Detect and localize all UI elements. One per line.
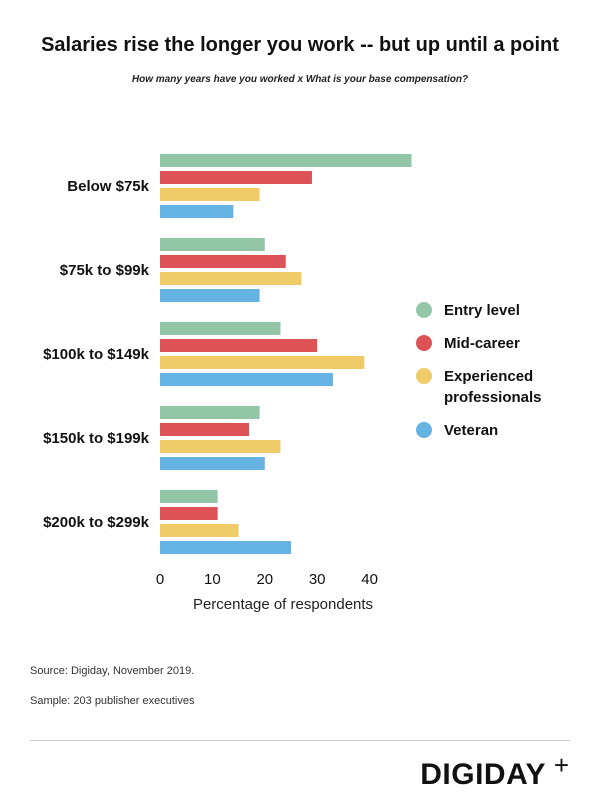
sample-note: Sample: 203 publisher executives xyxy=(30,695,195,707)
legend-label: Entry level xyxy=(444,302,520,319)
bar-2-2 xyxy=(160,255,286,268)
bar-5-2 xyxy=(160,507,218,520)
legend-label: Mid-career xyxy=(444,335,520,352)
legend-item: Entry level xyxy=(416,300,596,321)
legend-swatch xyxy=(416,335,432,351)
bar-5-1 xyxy=(160,490,218,503)
bar-chart: Below $75k $75k to $99k $100k to $149k $150… xyxy=(43,154,412,613)
chart-subtitle: How many years have you worked x What is… xyxy=(131,74,469,85)
bar-2-4 xyxy=(160,289,260,302)
bar-1-3 xyxy=(160,188,260,201)
source-note: Source: Digiday, November 2019. xyxy=(30,665,195,677)
bar-3-4 xyxy=(160,373,333,386)
x-tick-label: 40 xyxy=(361,571,378,588)
bar-4-4 xyxy=(160,457,265,470)
category-label: $75k to $99k xyxy=(60,262,150,279)
bar-3-2 xyxy=(160,339,318,352)
x-tick-label: 30 xyxy=(309,571,326,588)
digiday-plus-mark: + xyxy=(553,750,569,780)
category-label: $100k to $149k xyxy=(43,346,150,363)
bar-3-3 xyxy=(160,356,365,369)
bar-5-3 xyxy=(160,524,239,537)
bar-1-4 xyxy=(160,205,234,218)
digiday-logo: DIGIDAY xyxy=(420,758,546,791)
x-axis-title: Percentage of respondents xyxy=(193,596,373,613)
bar-3-1 xyxy=(160,322,281,335)
legend-item: Experienced professionals xyxy=(416,366,596,408)
chart-legend: Entry level Mid-career Experienced profess… xyxy=(416,300,596,453)
legend-label: Veteran xyxy=(444,422,499,439)
legend-swatch xyxy=(416,422,432,438)
bar-1-2 xyxy=(160,171,312,184)
x-tick-label: 10 xyxy=(204,571,221,588)
legend-swatch xyxy=(416,368,432,384)
bar-4-3 xyxy=(160,440,281,453)
bar-5-4 xyxy=(160,541,291,554)
legend-label: Experienced professionals xyxy=(444,368,542,406)
category-label: $200k to $299k xyxy=(43,514,150,531)
bar-4-2 xyxy=(160,423,250,436)
chart-title: Salaries rise the longer you work -- but… xyxy=(41,34,559,56)
x-tick-label: 0 xyxy=(156,571,164,588)
category-label: Below $75k xyxy=(67,178,149,195)
bar-2-3 xyxy=(160,272,302,285)
legend-item: Mid-career xyxy=(416,333,596,354)
footer-divider xyxy=(30,740,570,741)
bar-1-1 xyxy=(160,154,412,167)
x-tick-label: 20 xyxy=(256,571,273,588)
bar-4-1 xyxy=(160,406,260,419)
legend-swatch xyxy=(416,302,432,318)
bar-2-1 xyxy=(160,238,265,251)
legend-item: Veteran xyxy=(416,420,596,441)
category-label: $150k to $199k xyxy=(43,430,150,447)
